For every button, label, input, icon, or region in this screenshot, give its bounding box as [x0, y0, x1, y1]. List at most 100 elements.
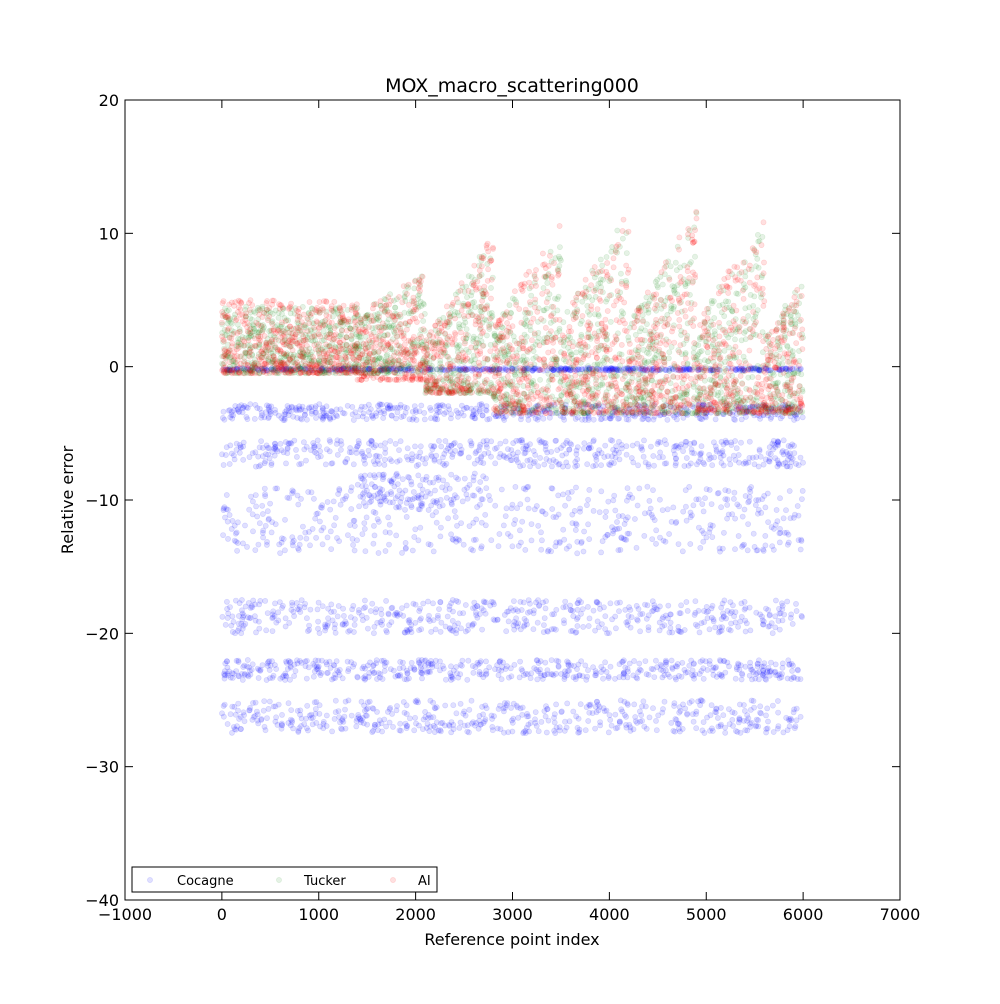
- data-point-cocagne: [408, 365, 415, 371]
- data-point-cocagne: [505, 618, 512, 625]
- data-point-cocagne: [470, 473, 477, 480]
- data-point-cocagne: [537, 454, 543, 461]
- data-point-cocagne: [347, 445, 353, 451]
- data-point-cocagne: [793, 717, 800, 724]
- data-point-cocagne: [445, 515, 451, 522]
- data-point-cocagne: [289, 542, 296, 549]
- data-point-cocagne: [757, 703, 764, 710]
- data-point-cocagne: [460, 541, 467, 548]
- data-point-cocagne: [305, 365, 311, 372]
- data-point-cocagne: [739, 513, 746, 520]
- data-point-cocagne: [419, 675, 425, 682]
- data-point-cocagne: [367, 365, 373, 372]
- data-point-cocagne: [277, 550, 283, 556]
- data-point-cocagne: [221, 504, 228, 511]
- data-point-cocagne: [318, 365, 325, 372]
- data-point-cocagne: [779, 366, 786, 372]
- data-point-cocagne: [315, 367, 322, 374]
- data-point-cocagne: [538, 438, 545, 445]
- data-point-cocagne: [233, 366, 240, 372]
- data-point-cocagne: [672, 366, 679, 373]
- data-point-cocagne: [719, 545, 726, 552]
- data-point-cocagne: [667, 619, 674, 626]
- data-point-cocagne: [467, 438, 474, 445]
- data-point-cocagne: [393, 472, 400, 478]
- data-point-cocagne: [602, 514, 609, 520]
- data-point-cocagne: [285, 658, 292, 664]
- data-point-cocagne: [445, 403, 452, 409]
- data-point-cocagne: [376, 367, 383, 373]
- data-point-cocagne: [440, 460, 446, 467]
- data-point-cocagne: [279, 602, 286, 609]
- data-point-cocagne: [460, 406, 467, 412]
- data-point-cocagne: [370, 523, 377, 529]
- data-point-cocagne: [605, 729, 612, 736]
- data-point-cocagne: [710, 664, 717, 671]
- data-point-cocagne: [679, 366, 685, 373]
- data-point-cocagne: [611, 450, 618, 456]
- data-point-cocagne: [548, 365, 555, 372]
- data-point-cocagne: [760, 663, 767, 670]
- data-point-cocagne: [222, 366, 229, 373]
- data-point-cocagne: [381, 410, 388, 417]
- data-point-cocagne: [672, 663, 679, 670]
- data-point-cocagne: [410, 367, 416, 374]
- data-point-cocagne: [285, 700, 292, 707]
- data-point-cocagne: [450, 608, 456, 615]
- data-point-cocagne: [317, 412, 324, 419]
- data-point-cocagne: [297, 365, 304, 372]
- data-point-cocagne: [269, 365, 275, 372]
- data-point-cocagne: [427, 366, 434, 373]
- data-point-cocagne: [524, 713, 530, 720]
- data-point-cocagne: [342, 706, 348, 713]
- data-point-tucker: [462, 319, 469, 326]
- data-point-cocagne: [488, 366, 494, 373]
- data-point-cocagne: [380, 494, 386, 501]
- data-point-cocagne: [315, 657, 322, 664]
- data-point-cocagne: [630, 365, 637, 372]
- data-point-cocagne: [386, 529, 393, 536]
- data-point-tucker: [465, 273, 472, 279]
- data-point-cocagne: [432, 487, 438, 494]
- data-point-cocagne: [429, 366, 436, 373]
- data-point-cocagne: [415, 657, 422, 664]
- data-point-cocagne: [706, 529, 713, 536]
- data-point-cocagne: [298, 495, 304, 502]
- data-point-cocagne: [264, 715, 270, 721]
- data-point-cocagne: [590, 416, 597, 423]
- data-point-cocagne: [386, 541, 392, 548]
- data-point-cocagne: [441, 450, 448, 457]
- data-point-cocagne: [264, 610, 271, 616]
- data-point-cocagne: [659, 616, 666, 622]
- data-point-cocagne: [665, 671, 671, 678]
- data-point-cocagne: [390, 724, 396, 730]
- data-point-cocagne: [707, 367, 714, 374]
- data-point-cocagne: [261, 414, 268, 421]
- data-point-cocagne: [641, 723, 648, 730]
- data-point-cocagne: [437, 533, 444, 540]
- data-point-cocagne: [348, 712, 355, 719]
- data-point-cocagne: [486, 664, 493, 671]
- data-point-cocagne: [518, 666, 525, 673]
- data-point-cocagne: [418, 670, 425, 676]
- data-point-cocagne: [317, 453, 324, 460]
- data-point-cocagne: [375, 518, 382, 525]
- data-point-cocagne: [264, 508, 271, 515]
- data-point-cocagne: [331, 625, 338, 632]
- data-point-cocagne: [715, 489, 722, 496]
- data-point-cocagne: [455, 476, 461, 483]
- data-point-cocagne: [325, 615, 331, 622]
- data-point-cocagne: [313, 450, 320, 457]
- data-point-cocagne: [381, 668, 388, 674]
- data-point-cocagne: [739, 543, 745, 550]
- data-point-cocagne: [631, 701, 638, 708]
- data-point-cocagne: [800, 459, 806, 466]
- data-point-cocagne: [230, 452, 237, 459]
- data-point-cocagne: [670, 447, 677, 454]
- data-point-cocagne: [233, 365, 240, 372]
- data-point-cocagne: [480, 607, 487, 614]
- data-point-cocagne: [573, 447, 580, 454]
- data-point-cocagne: [550, 367, 557, 374]
- data-point-cocagne: [534, 676, 541, 683]
- data-point-cocagne: [337, 446, 344, 453]
